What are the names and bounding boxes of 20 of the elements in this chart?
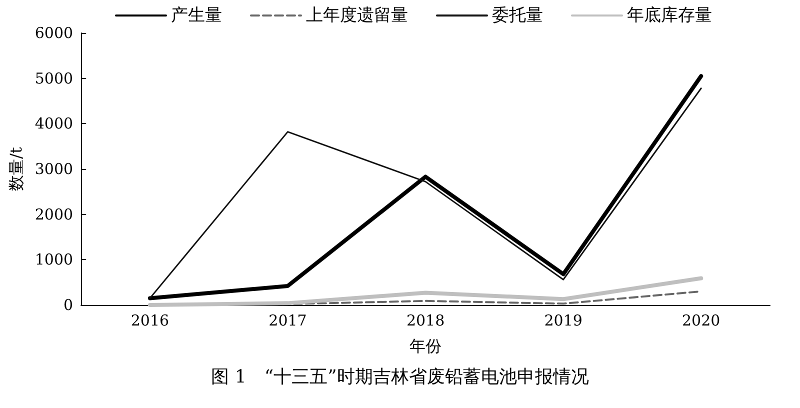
y-tick-label: 5000	[34, 69, 74, 88]
y-tick-label: 3000	[34, 160, 74, 178]
x-tick-label: 2017	[268, 312, 307, 330]
caption: 图 1 “十三五”时期吉林省废铅蓄电池申报情况	[211, 366, 589, 388]
y-axis-title: 数量/t	[6, 146, 26, 191]
legend-label: 委托量	[492, 6, 543, 26]
x-tick-label: 2018	[406, 312, 445, 330]
y-tick-label: 2000	[34, 205, 74, 224]
legend-label: 产生量	[171, 6, 222, 26]
x-axis-title: 年份	[410, 336, 442, 356]
x-tick-label: 2020	[682, 312, 720, 330]
x-tick-label: 2016	[130, 312, 170, 330]
y-tick-label: 6000	[34, 24, 74, 42]
y-tick-label: 1000	[34, 250, 74, 269]
legend-label: 年底库存量	[627, 6, 712, 26]
y-tick-label: 4000	[34, 114, 74, 133]
legend-label: 上年度遗留量	[306, 6, 408, 26]
y-tick-label: 0	[64, 296, 74, 314]
line-series	[148, 276, 704, 307]
x-tick-label: 2019	[544, 312, 582, 330]
